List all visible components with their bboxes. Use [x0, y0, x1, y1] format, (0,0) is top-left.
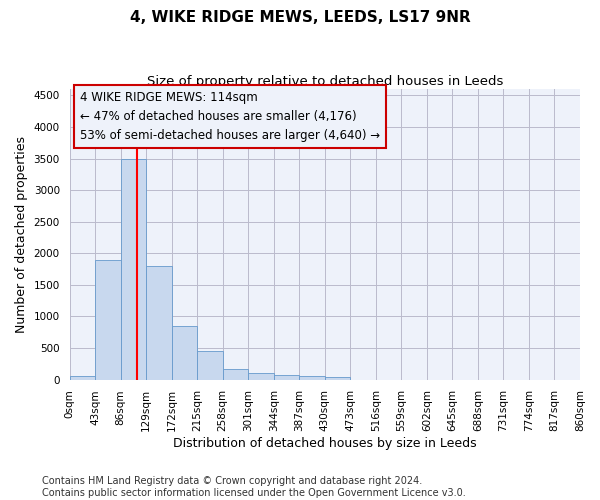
Bar — [95, 260, 121, 380]
Title: Size of property relative to detached houses in Leeds: Size of property relative to detached ho… — [146, 75, 503, 88]
Bar — [223, 369, 248, 380]
Bar — [121, 158, 146, 380]
Text: 4 WIKE RIDGE MEWS: 114sqm
← 47% of detached houses are smaller (4,176)
53% of se: 4 WIKE RIDGE MEWS: 114sqm ← 47% of detac… — [80, 90, 380, 142]
Bar — [146, 266, 172, 380]
Text: 4, WIKE RIDGE MEWS, LEEDS, LS17 9NR: 4, WIKE RIDGE MEWS, LEEDS, LS17 9NR — [130, 10, 470, 25]
Bar — [172, 326, 197, 380]
Bar — [248, 374, 274, 380]
Bar — [299, 376, 325, 380]
X-axis label: Distribution of detached houses by size in Leeds: Distribution of detached houses by size … — [173, 437, 476, 450]
Bar — [274, 375, 299, 380]
Bar — [70, 376, 95, 380]
Bar — [197, 350, 223, 380]
Text: Contains HM Land Registry data © Crown copyright and database right 2024.
Contai: Contains HM Land Registry data © Crown c… — [42, 476, 466, 498]
Y-axis label: Number of detached properties: Number of detached properties — [15, 136, 28, 333]
Bar — [325, 378, 350, 380]
